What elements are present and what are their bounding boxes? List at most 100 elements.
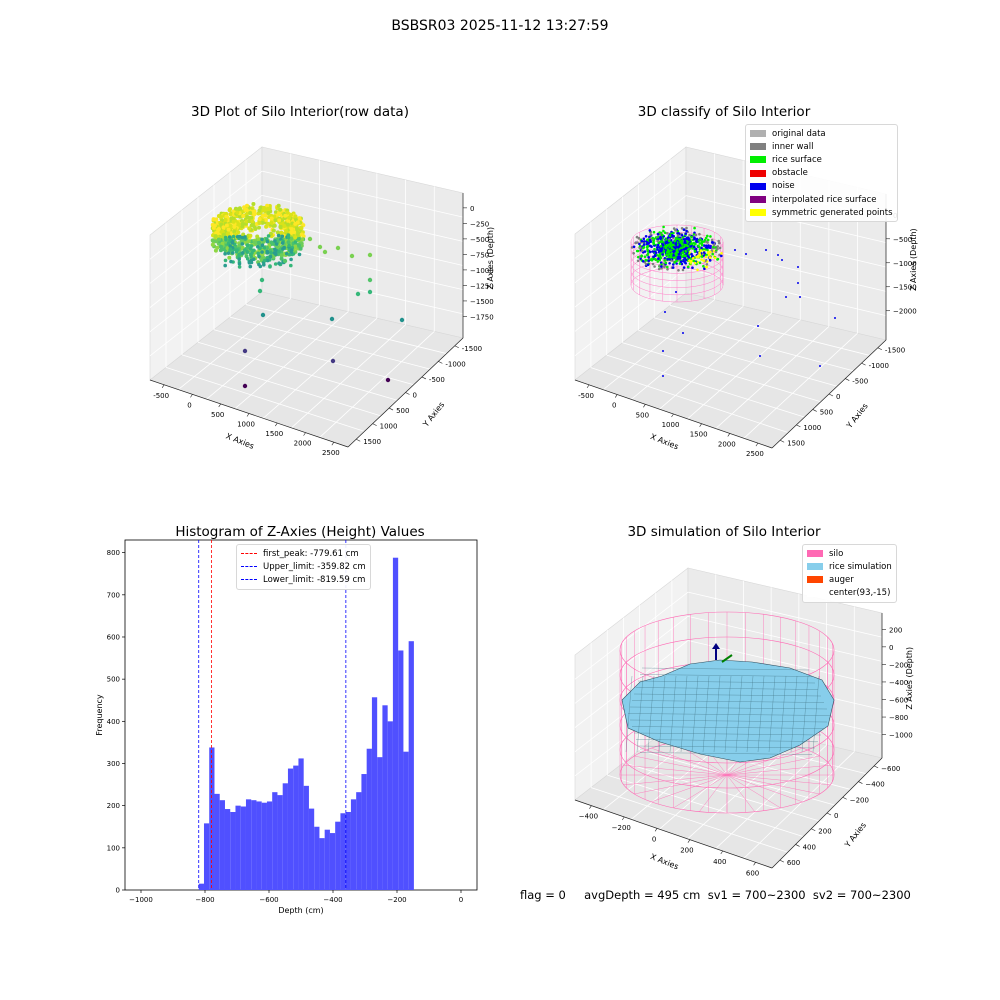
p1-point [237, 262, 242, 266]
p1-point [278, 207, 283, 212]
legend-item: rice surface [750, 153, 893, 166]
p2-point [657, 267, 661, 271]
panel2-title: 3D classify of Silo Interior [637, 104, 811, 120]
p1-point [273, 218, 278, 223]
p2-point [706, 238, 710, 242]
p2-noise-point [785, 296, 787, 298]
p3-histogram-bar [293, 765, 299, 890]
p2-noise-point [662, 350, 664, 352]
p2-point [691, 266, 694, 270]
p4-floor-grid [623, 762, 820, 822]
p2-noise-point [797, 266, 799, 268]
p1-point [221, 225, 226, 230]
p2-point [649, 244, 652, 248]
p1-point [210, 242, 215, 247]
p1-point [226, 251, 231, 255]
p1-point [287, 252, 292, 257]
p2-point [709, 250, 712, 254]
p2-point [716, 247, 719, 250]
p2-point [711, 241, 715, 244]
p1-point [215, 230, 220, 234]
p2-point [671, 266, 675, 269]
p2-point [708, 246, 712, 249]
p2-floor-grid [622, 342, 821, 403]
p2-point [642, 237, 646, 241]
p4-y-tick [826, 812, 832, 816]
p4-y-tick [779, 859, 784, 863]
p2-point [656, 260, 660, 263]
p3-histogram-bar [314, 826, 320, 890]
p4-x-tick-label: 600 [746, 869, 759, 877]
p1-point [233, 206, 238, 211]
p2-point [669, 244, 673, 248]
p2-point [641, 249, 644, 253]
p1-point [245, 215, 250, 219]
p3-x-label: Depth (cm) [278, 906, 323, 915]
p2-point [643, 255, 647, 258]
p2-point [660, 240, 663, 244]
p2-point [652, 241, 655, 244]
p2-point [712, 245, 715, 249]
p1-point [269, 240, 274, 245]
legend-item: interpolated rice surface [750, 193, 893, 206]
p3-y-tick-label: 400 [107, 718, 120, 726]
p2-point [676, 234, 680, 237]
p1-y-tick [405, 392, 410, 395]
p2-point [676, 257, 680, 260]
p2-noise-point [745, 253, 747, 255]
p1-floor-grid [229, 316, 431, 370]
p2-point [659, 255, 662, 258]
p2-point [708, 256, 712, 260]
legend-swatch [750, 130, 766, 138]
p2-point [659, 252, 662, 255]
p2-point [700, 243, 704, 247]
p2-point [674, 246, 677, 250]
p4-rice-mesh [746, 675, 754, 753]
p2-point [685, 229, 688, 233]
p1-outlier-point [349, 253, 355, 259]
p2-point [662, 225, 665, 229]
p2-point [642, 246, 645, 250]
p3-histogram-bar [298, 758, 304, 890]
p2-point [690, 252, 693, 256]
p1-point [289, 212, 293, 217]
p2-point [666, 244, 670, 247]
p2-point [702, 259, 705, 263]
p4-y-tick-label: 600 [787, 859, 800, 867]
legend-item: obstacle [750, 167, 893, 180]
p3-x-tick-label: −400 [323, 896, 342, 904]
p1-point [263, 218, 268, 222]
p1-outlier-point [399, 317, 405, 323]
p2-point [656, 239, 659, 243]
p1-y-tick [372, 423, 377, 426]
p2-point [656, 232, 660, 236]
p1-point [257, 208, 262, 213]
p1-point [268, 254, 273, 259]
p1-outlier-point [367, 277, 373, 283]
p4-x-tick [720, 850, 723, 855]
p2-x-tick-label: 2500 [746, 450, 764, 458]
p4-rice-mesh [635, 687, 819, 690]
p1-point [274, 242, 279, 246]
p2-y-tick-label: -1000 [869, 362, 889, 370]
p2-point [693, 237, 696, 241]
p2-z-tick-label: −500 [893, 236, 912, 244]
p2-z-tick-label: −1500 [893, 284, 917, 292]
p1-x-tick-label: 1000 [237, 421, 255, 429]
p2-point [656, 243, 660, 247]
p4-x-tick [622, 816, 625, 821]
p1-y-tick-label: -500 [429, 376, 445, 384]
p1-outlier-point [242, 383, 248, 389]
p1-y-tick-label: -1500 [462, 345, 482, 353]
p2-y-tick-label: 1500 [787, 439, 805, 447]
p2-point [700, 255, 704, 258]
p1-point [228, 212, 233, 217]
p1-point [252, 212, 257, 217]
legend-line-swatch [241, 553, 257, 555]
p4-y-tick [811, 828, 816, 831]
p3-histogram-bar [245, 799, 252, 890]
p1-z-tick-label: −750 [470, 251, 489, 259]
p4-wall-grid [687, 640, 883, 686]
p1-point [285, 210, 290, 215]
p3-histogram-bar [350, 799, 357, 890]
